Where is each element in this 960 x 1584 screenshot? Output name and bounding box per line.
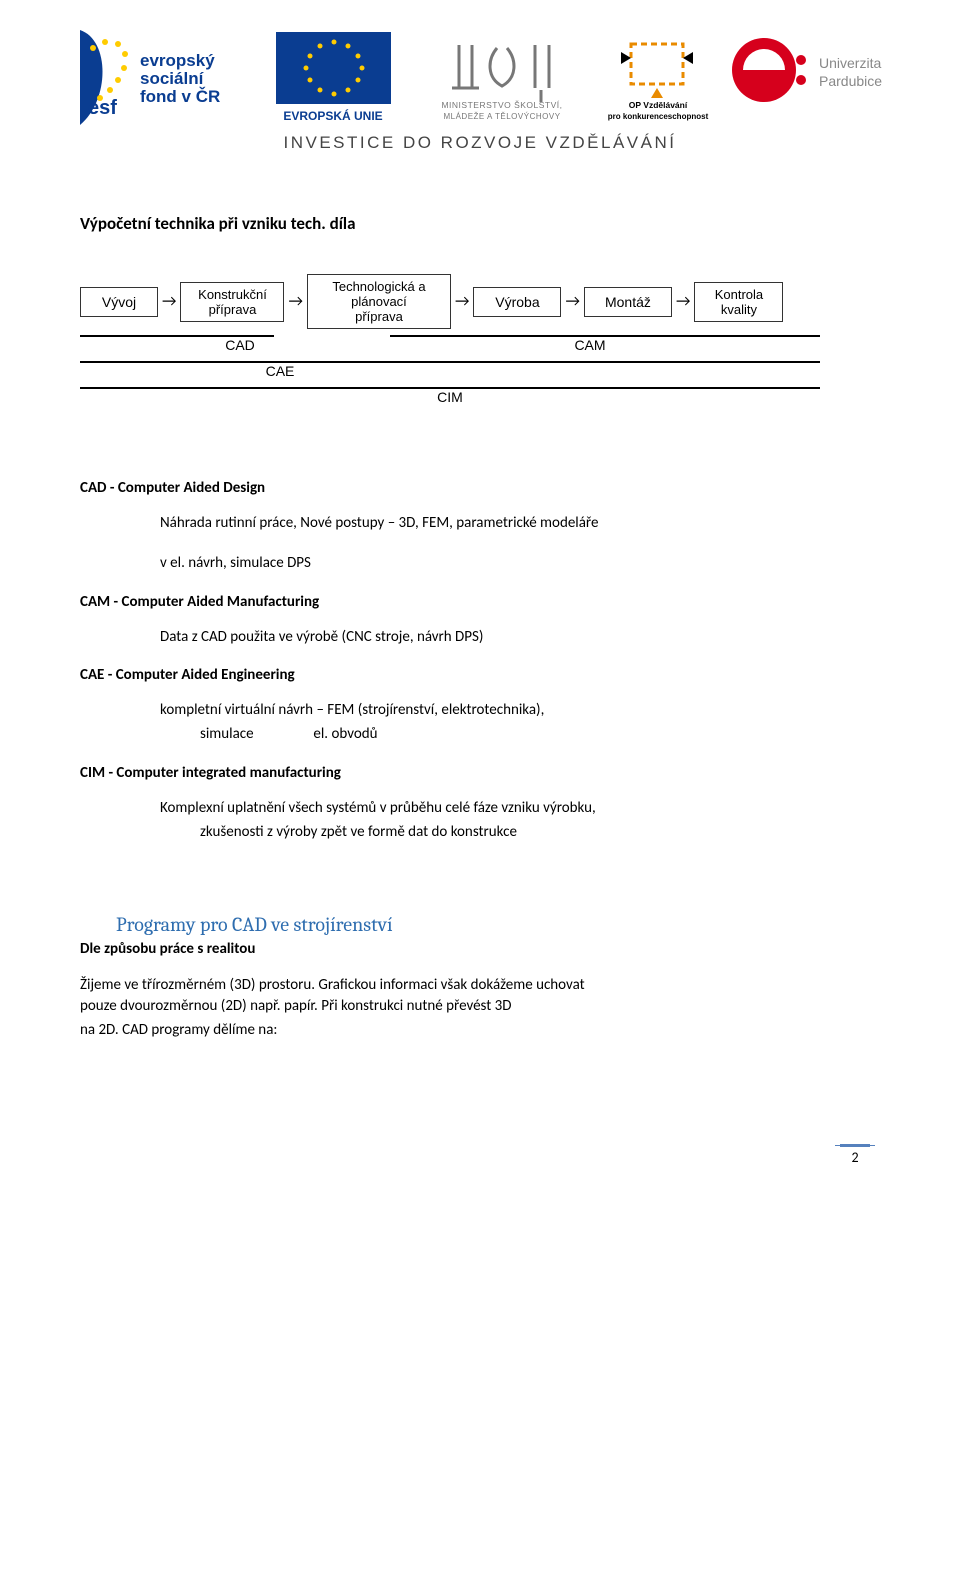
flow-line-cim: CIM bbox=[80, 387, 880, 409]
flow-box-technologicka: Technologická a plánovací příprava bbox=[307, 274, 451, 329]
body-line2: pouze dvourozměrnou (2D) např. papír. Př… bbox=[80, 996, 880, 1018]
flow-label-cad: CAD bbox=[223, 337, 257, 353]
svg-text:fond v ČR: fond v ČR bbox=[140, 87, 220, 106]
flow-box-konstrukcni: Konstrukční příprava bbox=[180, 282, 284, 322]
flow-label-cam: CAM bbox=[572, 337, 607, 353]
logo-eu: EVROPSKÁ UNIE bbox=[256, 30, 411, 125]
body-line3: na 2D. CAD programy dělíme na: bbox=[80, 1020, 880, 1042]
subsection-title: Programy pro CAD ve strojírenství bbox=[116, 913, 880, 936]
svg-text:evropský: evropský bbox=[140, 51, 215, 70]
cam-heading: CAM - Computer Aided Manufacturing bbox=[80, 593, 880, 611]
page-number: 2 bbox=[840, 1144, 870, 1168]
flow-label-cim: CIM bbox=[435, 389, 465, 405]
svg-text:OP Vzdělávání: OP Vzdělávání bbox=[629, 100, 688, 110]
cim-text2: zkušenosti z výroby zpět ve formě dat do… bbox=[160, 822, 880, 844]
arrow-icon: → bbox=[676, 292, 690, 311]
cae-heading: CAE - Computer Aided Engineering bbox=[80, 666, 880, 684]
svg-text:Pardubice: Pardubice bbox=[819, 73, 882, 89]
svg-text:MINISTERSTVO ŠKOLSTVÍ,: MINISTERSTVO ŠKOLSTVÍ, bbox=[441, 100, 562, 110]
cam-text: Data z CAD použita ve výrobě (CNC stroje… bbox=[160, 627, 880, 649]
flow-box-vyroba: Výroba bbox=[473, 287, 561, 317]
flow-box-kontrola: Kontrola kvality bbox=[694, 282, 783, 322]
logo-bar: esf evropský sociální fond v ČR EVROPSKÁ… bbox=[80, 30, 880, 125]
body-line1: Žijeme ve třírozměrném (3D) prostoru. Gr… bbox=[80, 976, 880, 994]
cae-sim: simulace bbox=[160, 724, 270, 746]
cim-text1: Komplexní uplatnění všech systémů v průb… bbox=[160, 798, 880, 820]
svg-text:Univerzita: Univerzita bbox=[819, 55, 881, 71]
subsection-bold: Dle způsobu práce s realitou bbox=[80, 940, 880, 958]
flow-label-cae: CAE bbox=[264, 363, 297, 379]
cae-text2: simulace el. obvodů bbox=[160, 724, 880, 746]
cad-heading: CAD - Computer Aided Design bbox=[80, 479, 880, 497]
logo-uni: Univerzita Pardubice bbox=[729, 30, 899, 125]
logo-msmt: MINISTERSTVO ŠKOLSTVÍ, MLÁDEŽE A TĚLOVÝC… bbox=[417, 30, 587, 125]
flow-box-vyvoj: Vývoj bbox=[80, 287, 158, 317]
slogan: INVESTICE DO ROZVOJE VZDĚLÁVÁNÍ bbox=[80, 133, 880, 153]
flow-box-montaz: Montáž bbox=[584, 287, 672, 317]
cae-el: el. obvodů bbox=[273, 724, 377, 746]
cad-text: Náhrada rutinní práce, Nové postupy – 3D… bbox=[160, 513, 880, 535]
arrow-icon: → bbox=[288, 292, 302, 311]
svg-text:EVROPSKÁ UNIE: EVROPSKÁ UNIE bbox=[283, 108, 382, 123]
svg-text:pro konkurenceschopnost: pro konkurenceschopnost bbox=[608, 112, 709, 121]
arrow-icon: → bbox=[455, 292, 469, 311]
arrow-icon: → bbox=[162, 292, 176, 311]
logo-op: OP Vzdělávání pro konkurenceschopnost bbox=[593, 30, 723, 125]
cae-text1: kompletní virtuální návrh – FEM (strojír… bbox=[160, 700, 880, 722]
cad-text2: v el. návrh, simulace DPS bbox=[160, 553, 880, 575]
svg-text:sociální: sociální bbox=[140, 69, 205, 88]
logo-esf: esf evropský sociální fond v ČR bbox=[80, 30, 250, 125]
flow-line-cae: CAE bbox=[80, 361, 880, 383]
cim-heading: CIM - Computer integrated manufacturing bbox=[80, 764, 880, 782]
flowchart: Vývoj → Konstrukční příprava → Technolog… bbox=[80, 274, 880, 409]
svg-text:MLÁDEŽE A TĚLOVÝCHOVY: MLÁDEŽE A TĚLOVÝCHOVY bbox=[443, 112, 560, 121]
page: esf evropský sociální fond v ČR EVROPSKÁ… bbox=[0, 0, 960, 1192]
flow-boxes-row: Vývoj → Konstrukční příprava → Technolog… bbox=[80, 274, 880, 329]
flow-line-cad-cam: CAD CAM bbox=[80, 335, 880, 357]
svg-text:esf: esf bbox=[88, 97, 117, 119]
arrow-icon: → bbox=[565, 292, 579, 311]
page-title: Výpočetní technika při vzniku tech. díla bbox=[80, 213, 880, 234]
